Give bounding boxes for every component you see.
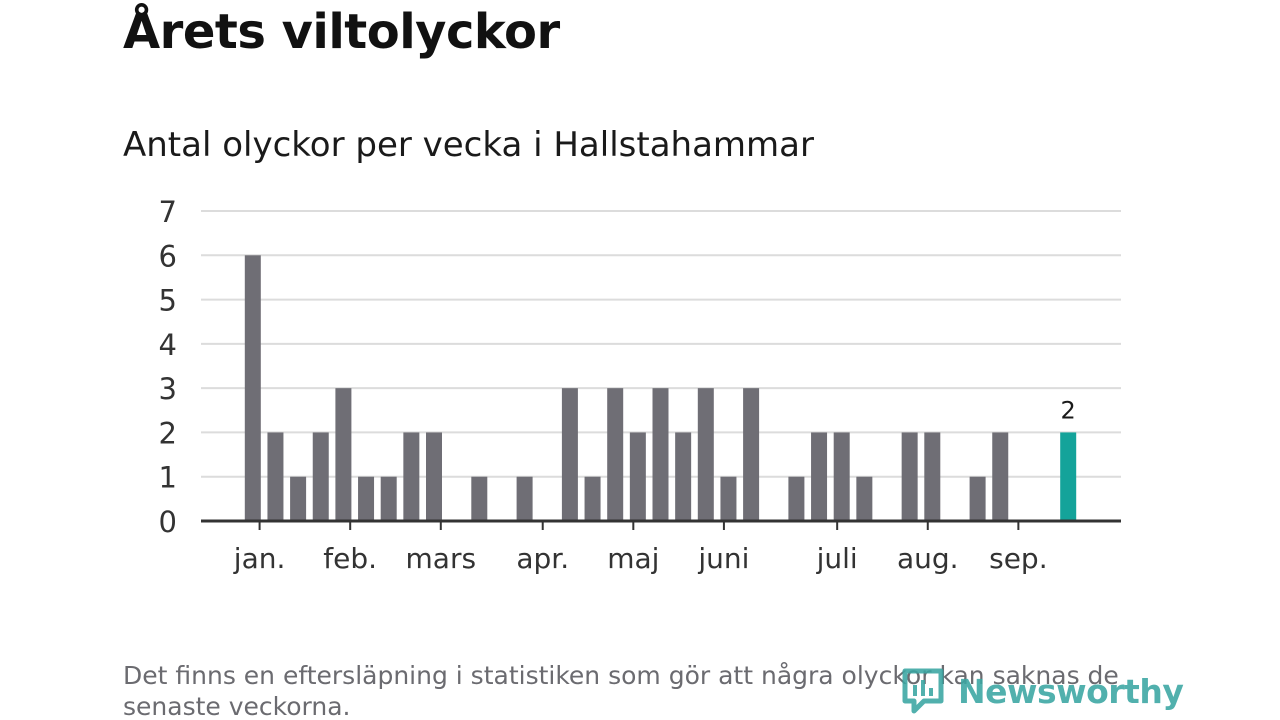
bar <box>811 432 828 521</box>
bar <box>516 476 533 521</box>
footnote: Det finns en eftersläpning i statistiken… <box>123 661 1119 720</box>
x-axis <box>201 519 1121 530</box>
chart-subtitle: Antal olyckor per vecka i Hallstahammar <box>123 125 814 165</box>
y-tick-label: 3 <box>159 372 177 406</box>
bar <box>788 476 805 521</box>
month-label: juni <box>697 542 749 575</box>
bar <box>652 388 669 521</box>
y-axis-ticks: 0 1 2 3 4 5 6 7 <box>159 195 177 539</box>
bar <box>856 476 873 521</box>
y-tick-label: 5 <box>159 284 177 318</box>
bar <box>924 432 941 521</box>
bar <box>471 476 488 521</box>
y-tick-label: 4 <box>159 328 177 362</box>
y-tick-label: 2 <box>159 416 177 450</box>
bar <box>267 432 284 521</box>
bar <box>675 432 692 521</box>
bar <box>992 432 1009 521</box>
month-label: aug. <box>897 542 959 575</box>
bar <box>290 476 307 521</box>
bar <box>312 432 329 521</box>
page-title: Årets viltolyckor <box>123 4 560 60</box>
bar <box>720 476 737 521</box>
bar <box>743 388 760 521</box>
y-tick-label: 7 <box>159 195 177 229</box>
y-tick-label: 1 <box>159 461 177 495</box>
bar <box>358 476 375 521</box>
y-tick-label: 6 <box>159 239 177 273</box>
bars <box>244 255 1077 522</box>
month-labels: jan. feb. mars apr. maj juni juli aug. sep. <box>233 542 1048 575</box>
month-label: maj <box>607 542 659 575</box>
month-label: juli <box>816 542 858 575</box>
highlight-value-label: 2 <box>1061 396 1076 424</box>
bar-chart-speech-bubble-icon <box>902 668 944 714</box>
newsworthy-logo: Newsworthy <box>902 668 1184 714</box>
bar <box>969 476 986 521</box>
bar <box>244 255 261 522</box>
bar <box>697 388 714 521</box>
bar <box>833 432 850 521</box>
bar <box>584 476 601 521</box>
month-label: feb. <box>323 542 377 575</box>
bar <box>403 432 420 521</box>
bar <box>380 476 397 521</box>
bar <box>426 432 442 521</box>
month-label: mars <box>406 542 477 575</box>
bar-highlight <box>1060 432 1077 521</box>
bar <box>629 432 646 521</box>
data-labels: 2 <box>1061 396 1076 424</box>
month-label: jan. <box>233 542 286 575</box>
bar <box>607 388 624 521</box>
month-label: apr. <box>516 542 569 575</box>
brand-name: Newsworthy <box>958 671 1184 711</box>
month-label: sep. <box>989 542 1048 575</box>
y-tick-label: 0 <box>159 505 177 539</box>
bar <box>335 388 352 521</box>
bar <box>901 432 918 521</box>
bar <box>561 388 578 521</box>
